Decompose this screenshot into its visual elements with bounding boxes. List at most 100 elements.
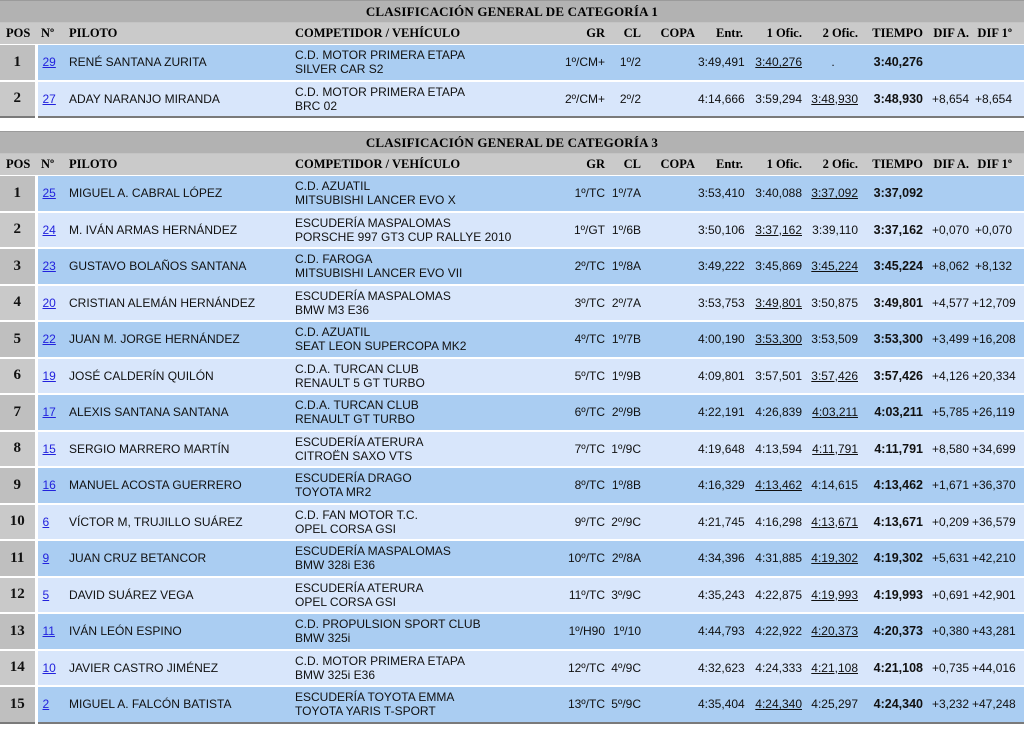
table-row: 5 22 JUAN M. JORGE HERNÁNDEZ C.D. AZUATIL SE… <box>0 321 1024 359</box>
ofic1-time: 4:24,333 <box>755 660 802 675</box>
vehicle-name: SEAT LEON SUPERCOPA MK2 <box>295 339 467 354</box>
car-number-link[interactable]: 5 <box>42 587 50 602</box>
competitor-vehicle-cell: ESCUDERÍA MASPALOMAS BMW M3 E36 <box>290 284 560 322</box>
vehicle-name: BMW M3 E36 <box>295 302 370 317</box>
vehicle-name: TOYOTA MR2 <box>295 485 372 500</box>
ofic2-time-cell: 3:57,426 <box>805 357 861 395</box>
entr-time-cell: 4:35,404 <box>698 686 746 723</box>
entr-time-cell: 4:00,190 <box>698 321 746 359</box>
table-row: 8 15 SERGIO MARRERO MARTÍN ESCUDERÍA ATERUR… <box>0 430 1024 468</box>
pilot-cell: VÍCTOR M, TRUJILLO SUÁREZ <box>64 503 290 541</box>
ofic1-time: 3:45,869 <box>755 259 802 274</box>
dif-prev-cell: +8,062 <box>926 248 972 286</box>
car-number-link[interactable]: 19 <box>42 368 56 383</box>
ofic2-time-best: 4:19,302 <box>811 551 858 566</box>
car-number-cell: 10 <box>36 649 64 687</box>
table-row: 2 27 ADAY NARANJO MIRANDA C.D. MOTOR PRIMER… <box>0 80 1024 117</box>
competitor-vehicle-cell: ESCUDERÍA DRAGO TOYOTA MR2 <box>290 467 560 505</box>
car-number-link[interactable]: 6 <box>42 514 50 529</box>
cup-cell <box>646 394 698 432</box>
group-cell: 10º/TC <box>560 540 610 578</box>
ofic2-time: . <box>831 55 835 70</box>
pos-cell: 11 <box>0 540 38 578</box>
car-number-link[interactable]: 27 <box>42 91 56 106</box>
col-header-dif-first: DIF 1º <box>972 153 1024 176</box>
car-number-link[interactable]: 24 <box>42 222 56 237</box>
car-number-cell: 2 <box>36 686 64 723</box>
class-cell: 2º/9C <box>610 503 646 541</box>
car-number-link[interactable]: 23 <box>42 259 56 274</box>
cup-cell <box>646 649 698 687</box>
col-header-competitor-vehicle: COMPETIDOR / VEHÍCULO <box>290 22 560 45</box>
total-time-cell: 3:57,426 <box>861 357 926 395</box>
dif-prev-cell: +5,631 <box>926 540 972 578</box>
competitor-name: ESCUDERÍA TOYOTA EMMA <box>295 690 455 705</box>
dif-prev-cell: +0,691 <box>926 576 972 614</box>
car-number-cell: 5 <box>36 576 64 614</box>
pilot-cell: RENÉ SANTANA ZURITA <box>64 44 290 82</box>
table-row: 6 19 JOSÉ CALDERÍN QUILÓN C.D.A. TURCAN CLU… <box>0 357 1024 395</box>
car-number-link[interactable]: 25 <box>42 186 56 201</box>
col-header-group: GR <box>560 153 610 176</box>
table-row: 1 25 MIGUEL A. CABRAL LÓPEZ C.D. AZUATIL MIT… <box>0 175 1024 213</box>
col-header-number: Nº <box>36 22 64 45</box>
pos-cell: 14 <box>0 649 38 687</box>
competitor-vehicle-cell: ESCUDERÍA ATERURA CITROËN SAXO VTS <box>290 430 560 468</box>
car-number-link[interactable]: 16 <box>42 478 56 493</box>
group-cell: 9º/TC <box>560 503 610 541</box>
ofic1-time-cell: 4:13,594 <box>746 430 805 468</box>
ofic2-time-best: 3:48,930 <box>811 91 858 106</box>
col-header-ofic1-time: 1 Ofic. <box>746 22 805 45</box>
car-number-link[interactable]: 17 <box>42 405 56 420</box>
dif-first-cell: +42,210 <box>972 540 1024 578</box>
ofic2-time-cell: 4:21,108 <box>805 649 861 687</box>
entr-time-cell: 3:53,753 <box>698 284 746 322</box>
car-number-cell: 25 <box>36 175 64 213</box>
class-cell: 2º/2 <box>610 80 646 117</box>
car-number-link[interactable]: 22 <box>42 332 56 347</box>
pilot-cell: DAVID SUÁREZ VEGA <box>64 576 290 614</box>
car-number-link[interactable]: 10 <box>42 660 56 675</box>
competitor-vehicle-cell: C.D. FAN MOTOR T.C. OPEL CORSA GSI <box>290 503 560 541</box>
pilot-cell: SERGIO MARRERO MARTÍN <box>64 430 290 468</box>
competitor-name: ESCUDERÍA MASPALOMAS <box>295 215 451 230</box>
table-row: 14 10 JAVIER CASTRO JIMÉNEZ C.D. MOTOR PRIM… <box>0 649 1024 687</box>
column-header-row: POS Nº PILOTO COMPETIDOR / VEHÍCULO GR CL COPA… <box>0 22 1024 45</box>
ofic2-time-best: 4:19,993 <box>811 587 858 602</box>
pilot-cell: JAVIER CASTRO JIMÉNEZ <box>64 649 290 687</box>
car-number-link[interactable]: 2 <box>42 697 50 712</box>
table-title-row: CLASIFICACIÓN GENERAL DE CATEGORÍA 1 <box>0 0 1024 23</box>
competitor-vehicle-cell: C.D. PROPULSION SPORT CLUB BMW 325i <box>290 613 560 651</box>
table-row: 12 5 DAVID SUÁREZ VEGA ESCUDERÍA ATERURA OPE… <box>0 576 1024 614</box>
class-cell: 2º/9B <box>610 394 646 432</box>
competitor-name: ESCUDERÍA MASPALOMAS <box>295 544 451 559</box>
dif-first-cell: +12,709 <box>972 284 1024 322</box>
competitor-vehicle-cell: ESCUDERÍA TOYOTA EMMA TOYOTA YARIS T-SPOR… <box>290 686 560 723</box>
col-header-class: CL <box>610 153 646 176</box>
car-number-link[interactable]: 11 <box>42 624 55 639</box>
ofic1-time-cell: 4:24,333 <box>746 649 805 687</box>
car-number-link[interactable]: 9 <box>42 551 50 566</box>
pos-cell: 10 <box>0 503 38 541</box>
dif-prev-cell <box>926 44 972 82</box>
pos-cell: 12 <box>0 576 38 614</box>
total-time-cell: 4:03,211 <box>861 394 926 432</box>
col-header-ofic2-time: 2 Ofic. <box>805 153 861 176</box>
ofic1-time-cell: 4:22,875 <box>746 576 805 614</box>
ofic2-time-cell: 4:03,211 <box>805 394 861 432</box>
ofic1-time-best: 3:53,300 <box>755 332 802 347</box>
car-number-link[interactable]: 15 <box>42 441 56 456</box>
car-number-link[interactable]: 29 <box>42 55 56 70</box>
cup-cell <box>646 211 698 249</box>
car-number-link[interactable]: 20 <box>42 295 56 310</box>
pilot-cell: JUAN CRUZ BETANCOR <box>64 540 290 578</box>
ofic1-time-cell: 4:26,839 <box>746 394 805 432</box>
total-time-cell: 4:24,340 <box>861 686 926 723</box>
pilot-cell: M. IVÁN ARMAS HERNÁNDEZ <box>64 211 290 249</box>
pilot-cell: JUAN M. JORGE HERNÁNDEZ <box>64 321 290 359</box>
group-cell: 7º/TC <box>560 430 610 468</box>
ofic1-time: 4:16,298 <box>755 514 802 529</box>
ofic1-time-best: 3:37,162 <box>755 222 802 237</box>
entr-time-cell: 4:32,623 <box>698 649 746 687</box>
